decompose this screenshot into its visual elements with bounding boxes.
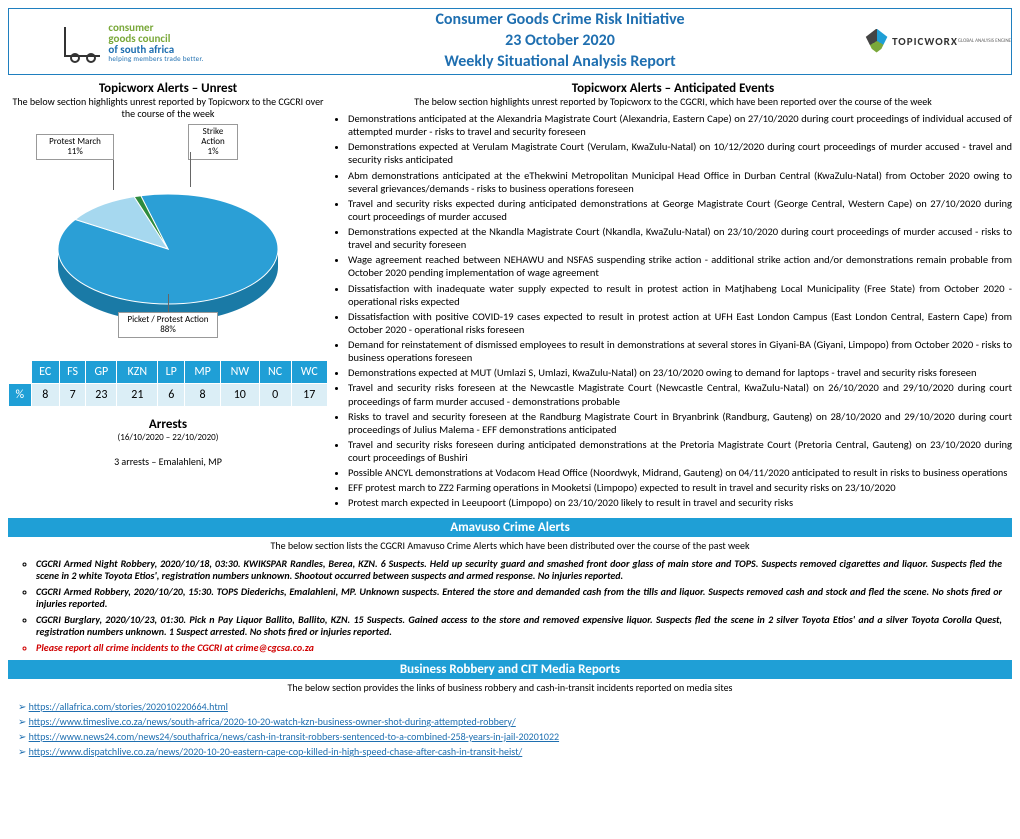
- media-link-item: https://www.dispatchlive.co.za/news/2020…: [18, 745, 1002, 758]
- province-cell: 8: [31, 384, 59, 407]
- anticipated-item: Abm demonstrations anticipated at the eT…: [348, 169, 1012, 195]
- media-link-item: https://allafrica.com/stories/2020102206…: [18, 700, 1002, 713]
- anticipated-item: Dissatisfaction with positive COVID-19 c…: [348, 310, 1012, 336]
- anticipated-item: Wage agreement reached between NEHAWU an…: [348, 253, 1012, 279]
- province-header: FS: [59, 361, 85, 384]
- unrest-sub: The below section highlights unrest repo…: [8, 96, 328, 120]
- media-link-item: https://www.news24.com/news24/southafric…: [18, 730, 1002, 743]
- media-band: Business Robbery and CIT Media Reports: [8, 660, 1012, 679]
- anticipated-item: Protest march expected in Leeupoort (Lim…: [348, 496, 1012, 509]
- pie-leader: [190, 152, 191, 187]
- province-cell: 10: [220, 384, 259, 407]
- province-header: GP: [86, 361, 117, 384]
- pie-leader: [113, 160, 114, 190]
- anticipated-item: Demonstrations expected at MUT (Umlazi S…: [348, 366, 1012, 379]
- pie-label-picket: Picket / Protest Action88%: [118, 312, 218, 338]
- media-link-item: https://www.timeslive.co.za/news/south-a…: [18, 715, 1002, 728]
- arrests-title: Arrests: [8, 417, 328, 432]
- province-header: LP: [158, 361, 185, 384]
- province-header: EC: [31, 361, 59, 384]
- cgcsa-logo-text: consumer goods council of south africa h…: [108, 22, 203, 62]
- amavuso-sub: The below section lists the CGCRI Amavus…: [8, 539, 1012, 552]
- cgcsa-logo: consumer goods council of south africa h…: [9, 9, 259, 74]
- main-two-column: Topicworx Alerts – Unrest The below sect…: [8, 79, 1012, 512]
- media-link[interactable]: https://allafrica.com/stories/2020102206…: [29, 700, 228, 713]
- anticipated-item: Travel and security risks expected durin…: [348, 197, 1012, 223]
- province-cell: 23: [86, 384, 117, 407]
- media-sub: The below section provides the links of …: [8, 681, 1012, 694]
- report-title: Consumer Goods Crime Risk Initiative 23 …: [259, 10, 861, 72]
- anticipated-column: Topicworx Alerts – Anticipated Events Th…: [334, 79, 1012, 512]
- province-header: NC: [259, 361, 291, 384]
- province-cell: 21: [117, 384, 158, 407]
- cart-icon: [64, 27, 100, 57]
- anticipated-list: Demonstrations anticipated at the Alexan…: [334, 112, 1012, 510]
- anticipated-item: Dissatisfaction with inadequate water su…: [348, 282, 1012, 308]
- media-link[interactable]: https://www.dispatchlive.co.za/news/2020…: [29, 745, 523, 758]
- crime-alert-item: CGCRI Armed Robbery, 2020/10/20, 15:30. …: [36, 586, 1002, 611]
- province-cell: 17: [291, 384, 328, 407]
- media-link[interactable]: https://www.timeslive.co.za/news/south-a…: [29, 715, 516, 728]
- anticipated-item: Demonstrations expected at the Nkandla M…: [348, 225, 1012, 251]
- province-header: NW: [220, 361, 259, 384]
- anticipated-item: Demand for reinstatement of dismissed em…: [348, 338, 1012, 364]
- province-header: KZN: [117, 361, 158, 384]
- anticipated-item: EFF protest march to ZZ2 Farming operati…: [348, 481, 1012, 494]
- province-cell: 6: [158, 384, 185, 407]
- anticipated-item: Travel and security risks foreseen at th…: [348, 381, 1012, 407]
- title-line-1: Consumer Goods Crime Risk Initiative: [259, 10, 861, 31]
- arrests-body: 3 arrests – Emalahleni, MP: [8, 455, 328, 468]
- province-cell: 0: [259, 384, 291, 407]
- province-cell: 7: [59, 384, 85, 407]
- amavuso-band: Amavuso Crime Alerts: [8, 518, 1012, 537]
- report-header: consumer goods council of south africa h…: [8, 8, 1012, 75]
- province-cell: 8: [185, 384, 221, 407]
- media-links: https://allafrica.com/stories/2020102206…: [8, 700, 1012, 758]
- anticipated-item: Risks to travel and security foreseen at…: [348, 410, 1012, 436]
- province-row-label: %: [9, 384, 32, 407]
- anticipated-item: Possible ANCYL demonstrations at Vodacom…: [348, 466, 1012, 479]
- crime-alert-item: CGCRI Burglary, 2020/10/23, 01:30. Pick …: [36, 614, 1002, 639]
- pie-leader: [168, 294, 169, 312]
- pie-label-protest-march: Protest March11%: [36, 134, 114, 160]
- anticipated-item: Demonstrations anticipated at the Alexan…: [348, 112, 1012, 138]
- crime-alert-item: CGCRI Armed Night Robbery, 2020/10/18, 0…: [36, 558, 1002, 583]
- province-table: ECFSGPKZNLPMPNWNCWC %8723216810017: [8, 360, 328, 407]
- amavuso-list: CGCRI Armed Night Robbery, 2020/10/18, 0…: [8, 558, 1012, 655]
- title-line-3: Weekly Situational Analysis Report: [259, 52, 861, 73]
- anticipated-title: Topicworx Alerts – Anticipated Events: [334, 81, 1012, 96]
- crime-alert-item: Please report all crime incidents to the…: [36, 642, 1002, 655]
- unrest-title: Topicworx Alerts – Unrest: [8, 81, 328, 96]
- topicworx-logo: TOPICWORX GLOBAL ANALYSIS ENGINE: [861, 9, 1011, 74]
- unrest-column: Topicworx Alerts – Unrest The below sect…: [8, 79, 328, 512]
- province-header: MP: [185, 361, 221, 384]
- province-header: [9, 361, 32, 384]
- pie-label-strike: Strike Action1%: [188, 124, 238, 160]
- media-link[interactable]: https://www.news24.com/news24/southafric…: [29, 730, 559, 743]
- province-header: WC: [291, 361, 328, 384]
- anticipated-sub: The below section highlights unrest repo…: [334, 96, 1012, 108]
- title-line-2: 23 October 2020: [259, 31, 861, 52]
- map-pin-icon: [865, 29, 889, 53]
- unrest-pie-chart: Protest March11% Strike Action1% Picket …: [18, 124, 318, 354]
- anticipated-item: Travel and security risks foreseen durin…: [348, 438, 1012, 464]
- anticipated-item: Demonstrations expected at Verulam Magis…: [348, 140, 1012, 166]
- arrests-range: (16/10/2020 – 22/10/2020): [8, 432, 328, 443]
